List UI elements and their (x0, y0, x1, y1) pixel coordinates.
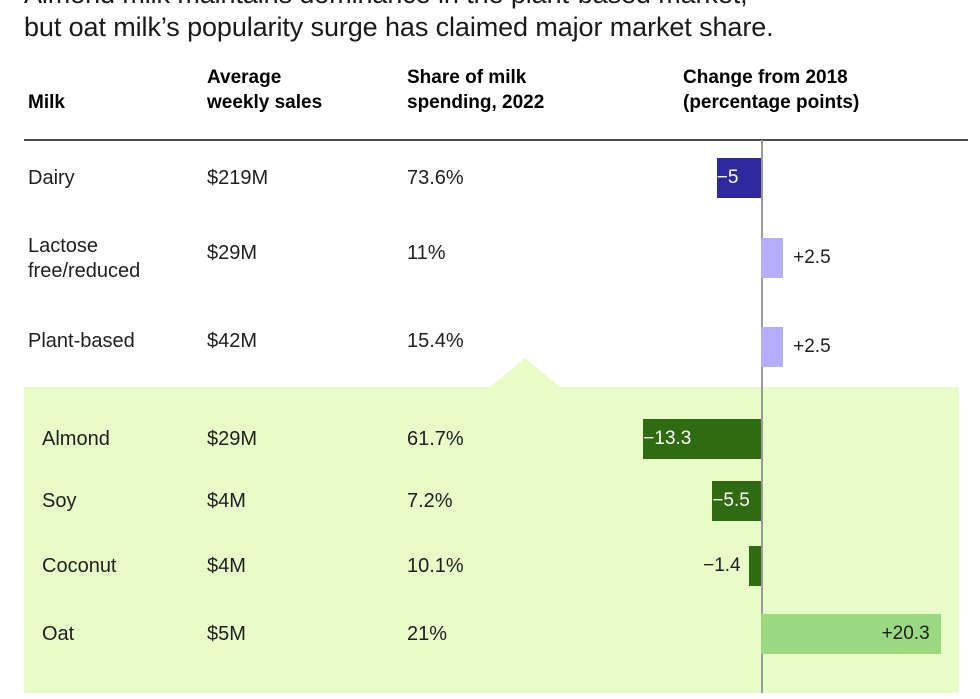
cell-milk-name: Lactose free/reduced (28, 235, 141, 282)
highlight-pointer-triangle (489, 358, 561, 388)
column-header-share-of-milk-spending: Share of milk spending, 2022 (407, 67, 545, 113)
title-line-2: but oat milk’s popularity surge has clai… (24, 12, 774, 42)
cell-average-weekly-sales: $42M (207, 330, 258, 352)
column-header-average-weekly-sales: Average weekly sales (207, 67, 323, 113)
cell-share-of-milk-spending: 7.2% (407, 490, 453, 512)
column-header-milk: Milk (28, 92, 65, 113)
cell-average-weekly-sales: $4M (207, 555, 246, 577)
change-bar (761, 614, 941, 654)
cell-share-of-milk-spending: 21% (407, 623, 448, 645)
cell-share-of-milk-spending: 61.7% (407, 428, 464, 450)
cell-share-of-milk-spending: 73.6% (407, 167, 464, 189)
change-bar (712, 481, 761, 521)
change-bar-value-label: −5.5 (712, 490, 750, 511)
cell-share-of-milk-spending: 10.1% (407, 555, 464, 577)
cell-milk-name: Soy (42, 490, 77, 512)
change-bar (716, 158, 761, 198)
cell-milk-name: Plant-based (28, 330, 135, 352)
chart-title: Almond milk maintains dominance in the p… (24, 0, 964, 44)
zero-baseline (761, 140, 763, 693)
change-bar-value-label: +2.5 (793, 247, 831, 268)
change-bar (761, 238, 784, 278)
cell-milk-name: Coconut (42, 555, 117, 577)
change-bar-value-label: −13.3 (643, 428, 692, 449)
cell-share-of-milk-spending: 11% (407, 242, 446, 264)
column-header-change-from-2018: Change from 2018 (percentage points) (683, 67, 860, 113)
change-bar (761, 327, 784, 367)
title-line-1: Almond milk maintains dominance in the p… (24, 0, 964, 11)
header-divider-rule (24, 139, 968, 141)
cell-share-of-milk-spending: 15.4% (407, 330, 464, 352)
cell-average-weekly-sales: $29M (207, 428, 258, 450)
change-bar-value-label: +20.3 (881, 623, 930, 644)
change-bar-value-label: −5 (716, 167, 739, 188)
change-bar (643, 419, 761, 459)
change-bar-value-label: +2.5 (793, 336, 831, 357)
cell-milk-name: Oat (42, 623, 75, 645)
cell-average-weekly-sales: $219M (207, 167, 269, 189)
change-bar-value-label: −1.4 (703, 555, 741, 576)
change-bar (748, 546, 761, 586)
cell-average-weekly-sales: $4M (207, 490, 246, 512)
cell-average-weekly-sales: $5M (207, 623, 246, 645)
cell-milk-name: Almond (42, 428, 110, 450)
cell-average-weekly-sales: $29M (207, 242, 258, 264)
cell-milk-name: Dairy (28, 167, 75, 189)
table-header: Milk Average weekly sales Share of milk … (0, 62, 980, 139)
